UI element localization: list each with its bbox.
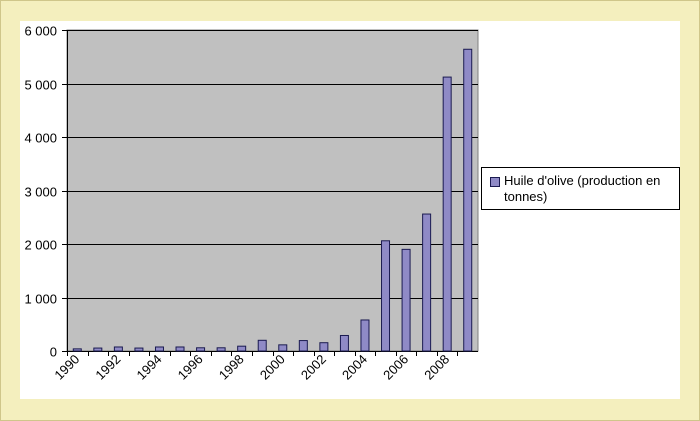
y-tick-label: 3 000 xyxy=(24,185,57,200)
bar-1990 xyxy=(72,348,82,352)
bar-1995 xyxy=(175,346,185,352)
bar-1994 xyxy=(154,346,164,352)
x-tick-label: 2008 xyxy=(421,352,452,383)
y-tick-label: 0 xyxy=(50,345,57,360)
bar-2004 xyxy=(360,319,370,352)
x-axis-tick-labels: 1990 1992 1994 1996 1998 2000 2002 2004 2006 2008 xyxy=(51,352,452,383)
y-axis-tick-labels: 0 1 000 2 000 3 000 4 000 5 000 6 000 xyxy=(24,24,57,360)
bar-2001 xyxy=(298,340,308,352)
y-tick-label: 4 000 xyxy=(24,131,57,146)
plot-area xyxy=(62,29,479,356)
x-tick-label: 1998 xyxy=(216,352,247,383)
bar-1998 xyxy=(237,345,247,352)
bar-2005 xyxy=(381,240,391,352)
x-tick-label: 1996 xyxy=(175,352,206,383)
bar-2000 xyxy=(278,344,288,352)
bar-1991 xyxy=(93,347,103,352)
legend-swatch xyxy=(490,177,500,187)
y-tick-label: 1 000 xyxy=(24,292,57,307)
bar-2009 xyxy=(463,48,473,352)
plot-background xyxy=(66,29,479,352)
bar-2006 xyxy=(401,248,411,352)
legend: Huile d'olive (production en tonnes) xyxy=(481,167,680,210)
x-tick-label: 1992 xyxy=(92,352,123,383)
x-tick-label: 2000 xyxy=(257,352,288,383)
bar-2002 xyxy=(319,342,329,352)
bar-1999 xyxy=(257,339,267,352)
bar-1993 xyxy=(134,347,144,352)
bar-2008 xyxy=(442,76,452,352)
y-tick-label: 6 000 xyxy=(24,24,57,39)
y-tick-label: 2 000 xyxy=(24,238,57,253)
y-tick-label: 5 000 xyxy=(24,78,57,93)
bar-2003 xyxy=(339,334,349,352)
x-tick-label: 1994 xyxy=(134,352,165,383)
legend-label: Huile d'olive (production en tonnes) xyxy=(504,173,661,204)
bar-1997 xyxy=(216,347,226,352)
bar-2007 xyxy=(422,213,432,352)
x-tick-label: 2004 xyxy=(339,352,370,383)
bar-1992 xyxy=(113,346,123,352)
bar-1996 xyxy=(196,347,206,352)
x-tick-label: 2002 xyxy=(298,352,329,383)
x-tick-label: 2006 xyxy=(380,352,411,383)
